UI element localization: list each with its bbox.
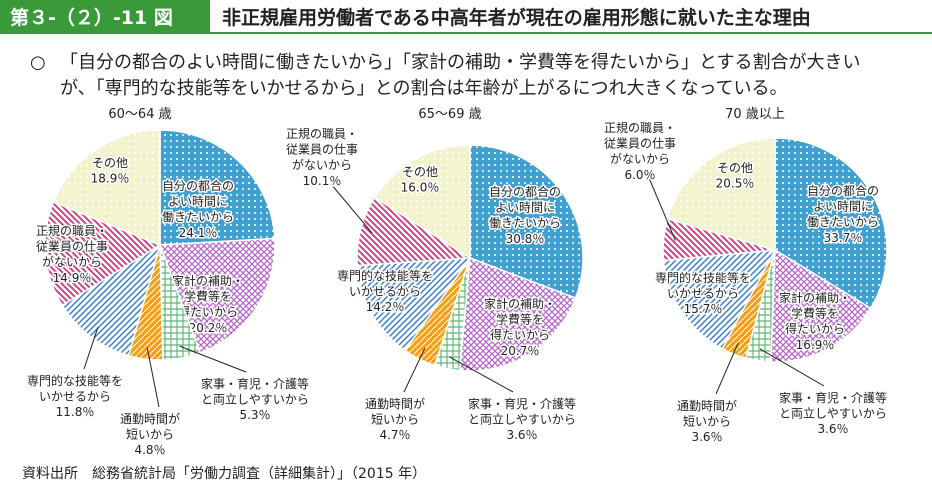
pie-slice [356, 257, 472, 352]
slice-label: 通勤時間が短いから [677, 398, 737, 429]
slice-value: 14.2％ [366, 300, 405, 314]
slice-label: 自分の都合のよい時間に働きたいから [162, 178, 234, 224]
slice-label: 家事・育児・介護等と両立しやすいから [201, 376, 309, 407]
figure-number: 第３-（２）-11 図 [10, 6, 173, 29]
slice-value: 3.6％ [691, 430, 722, 444]
slice-label: 正規の職員・従業員の仕事がないから [604, 120, 676, 166]
pie-slice [666, 137, 776, 251]
slice-label: 通勤時間が短いから [365, 396, 425, 427]
pie-slice [770, 248, 872, 363]
slice-value: 33.7％ [824, 231, 863, 245]
slice-label: 通勤時間が短いから [120, 411, 180, 442]
pie-title: 65～69 歳 [418, 107, 481, 122]
slice-value: 10.1％ [303, 174, 342, 188]
pie-slice [52, 129, 161, 247]
summary-line: 「自分の都合のよい時間に働きたいから」「家計の補助・学費等を得たいから」とする割… [60, 52, 860, 73]
slice-value: 3.6％ [506, 428, 537, 442]
pie-title: 60～64 歳 [108, 107, 171, 122]
slice-label: 自分の都合のよい時間に働きたいから [489, 184, 561, 230]
slice-label: 専門的な技能等をいかせるから [337, 268, 433, 299]
slice-value: 4.7％ [379, 428, 410, 442]
figure-number-box [0, 0, 210, 34]
pie-slice [159, 129, 276, 246]
slice-value: 11.8％ [56, 405, 95, 419]
leader-line [403, 348, 426, 393]
pie-slice [774, 137, 888, 310]
leader-line [715, 342, 739, 395]
slice-label: その他 [717, 161, 753, 175]
pie-title: 70 歳以上 [725, 107, 785, 122]
slice-value: 3.6％ [817, 422, 848, 436]
pie-slice [469, 144, 584, 300]
bullet: ○ [30, 52, 46, 73]
pie-slice [61, 243, 162, 357]
slice-label: 家計の補助・学費等を得たいから [172, 273, 244, 319]
leader-line [146, 347, 160, 408]
slice-value: 20.2％ [189, 321, 228, 335]
slice-value: 14.9％ [53, 271, 92, 285]
slice-value: 20.5％ [716, 177, 755, 191]
slice-value: 5.3％ [239, 408, 270, 422]
leader-line [330, 183, 373, 234]
slice-value: 20.7％ [501, 344, 540, 358]
slice-label: その他 [402, 165, 438, 179]
slice-value: 6.0％ [624, 168, 655, 182]
slice-value: 16.0％ [401, 181, 440, 195]
slice-label: 専門的な技能等をいかせるから [655, 270, 751, 301]
leader-line [449, 356, 514, 393]
slice-value: 30.8％ [506, 232, 545, 246]
leader-line [648, 177, 676, 241]
slice-value: 16.9％ [796, 338, 835, 352]
leader-line [83, 327, 99, 370]
pie-slice [158, 237, 276, 354]
slice-value: 24.1％ [179, 226, 218, 240]
slice-label: 専門的な技能等をいかせるから [27, 373, 123, 404]
summary-line: が、「専門的な技能等をいかせるから」との割合は年齢が上がるにつれ大きくなっている… [60, 78, 788, 99]
slice-value: 18.9％ [91, 172, 130, 186]
pie-slice [373, 144, 471, 260]
pie-slice [458, 256, 577, 372]
slice-label: 家計の補助・学費等を得たいから [779, 290, 851, 336]
pie-slice [662, 249, 777, 350]
slice-label: 家事・育児・介護等と両立しやすいから [779, 390, 887, 421]
slice-value: 4.8％ [134, 443, 165, 457]
slice-label: 正規の職員・従業員の仕事がないから [36, 223, 108, 269]
pie-slice [44, 201, 162, 307]
pie-slice [356, 196, 473, 267]
leader-line [759, 348, 825, 387]
source: 資料出所 総務省統計局「労働力調査（詳細集計）」（2015 年） [22, 465, 426, 482]
slice-value: 15.7％ [684, 302, 723, 316]
slice-label: その他 [92, 156, 128, 170]
figure-title: 非正規雇用労働者である中高年者が現在の雇用形態に就いた主な理由 [222, 6, 811, 29]
slice-label: 家事・育児・介護等と両立しやすいから [468, 396, 576, 427]
slice-label: 自分の都合のよい時間に働きたいから [807, 183, 879, 229]
leader-line [179, 345, 247, 373]
slice-label: 正規の職員・従業員の仕事がないから [286, 126, 358, 172]
slice-label: 家計の補助・学費等を得たいから [484, 296, 556, 342]
